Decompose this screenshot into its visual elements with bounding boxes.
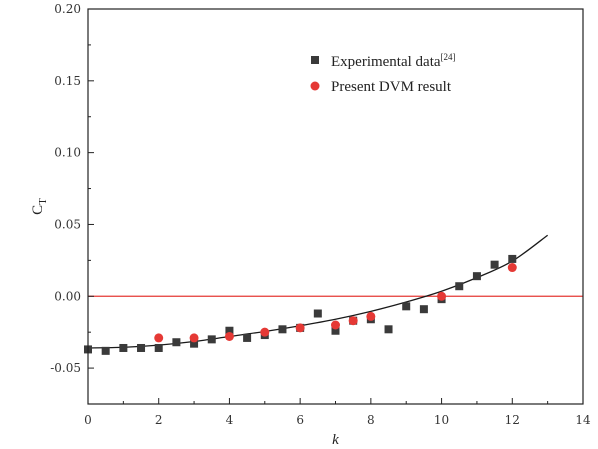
dvm-point bbox=[295, 323, 305, 333]
legend-label-experimental-text: Experimental data bbox=[331, 54, 441, 70]
y-tick-label: 0.10 bbox=[54, 146, 81, 160]
dvm-point bbox=[224, 331, 234, 341]
y-axis-title-symbol: C bbox=[30, 205, 46, 215]
y-axis-title: CT bbox=[30, 198, 49, 215]
experimental-point bbox=[101, 346, 110, 355]
experimental-point bbox=[278, 325, 287, 334]
experimental-point bbox=[402, 302, 411, 311]
y-axis-title-subscript: T bbox=[37, 198, 49, 205]
experimental-point bbox=[154, 343, 163, 352]
legend-label-experimental: Experimental data[24] bbox=[331, 52, 456, 70]
axis-layer: 0 2 4 6 8 10 12 14 -0.05 0.00 0.05 0.10 0.15 0.20 bbox=[50, 2, 591, 427]
y-axis-title-main: CT bbox=[30, 198, 49, 215]
dvm-point bbox=[260, 327, 270, 337]
y-tick-label: 0.15 bbox=[54, 74, 81, 88]
experimental-point bbox=[243, 333, 252, 342]
dvm-point bbox=[348, 316, 358, 326]
x-tick-label: 4 bbox=[226, 413, 234, 427]
experimental-point bbox=[331, 326, 340, 335]
experimental-point bbox=[472, 272, 481, 281]
experimental-point bbox=[508, 254, 517, 263]
experimental-point bbox=[190, 339, 199, 348]
y-tick-label: 0.20 bbox=[54, 2, 81, 16]
experimental-point bbox=[313, 309, 322, 318]
experimental-point bbox=[490, 260, 499, 269]
dvm-point bbox=[366, 311, 376, 321]
experimental-point bbox=[119, 343, 128, 352]
dvm-point bbox=[331, 320, 340, 330]
y-tick-label: 0.05 bbox=[54, 217, 81, 231]
experimental-point bbox=[137, 343, 146, 352]
experimental-point bbox=[225, 326, 234, 335]
y-tick-label: -0.05 bbox=[50, 361, 81, 375]
legend-marker-experimental bbox=[311, 56, 319, 64]
experimental-point bbox=[455, 282, 464, 291]
x-tick-label: 8 bbox=[367, 413, 375, 427]
dvm-point bbox=[437, 291, 447, 301]
x-tick-label: 0 bbox=[84, 413, 92, 427]
dvm-point bbox=[189, 333, 199, 343]
experimental-point bbox=[207, 335, 216, 344]
dvm-point bbox=[507, 263, 517, 273]
experimental-point bbox=[384, 325, 393, 334]
experimental-point bbox=[172, 338, 181, 347]
x-tick-label: 2 bbox=[155, 413, 163, 427]
legend-label-experimental-superscript: [24] bbox=[441, 52, 456, 62]
legend-label-dvm: Present DVM result bbox=[331, 79, 452, 95]
y-tick-label: 0.00 bbox=[54, 289, 81, 303]
x-tick-label: 6 bbox=[296, 413, 304, 427]
x-tick-label: 12 bbox=[505, 413, 520, 427]
experimental-point bbox=[419, 305, 428, 314]
x-axis-title: k bbox=[332, 432, 339, 448]
x-tick-label: 10 bbox=[434, 413, 449, 427]
x-tick-label: 14 bbox=[575, 413, 591, 427]
dvm-point bbox=[154, 333, 164, 343]
legend-marker-dvm bbox=[310, 81, 320, 91]
legend: Experimental data[24] Present DVM result bbox=[310, 52, 456, 95]
